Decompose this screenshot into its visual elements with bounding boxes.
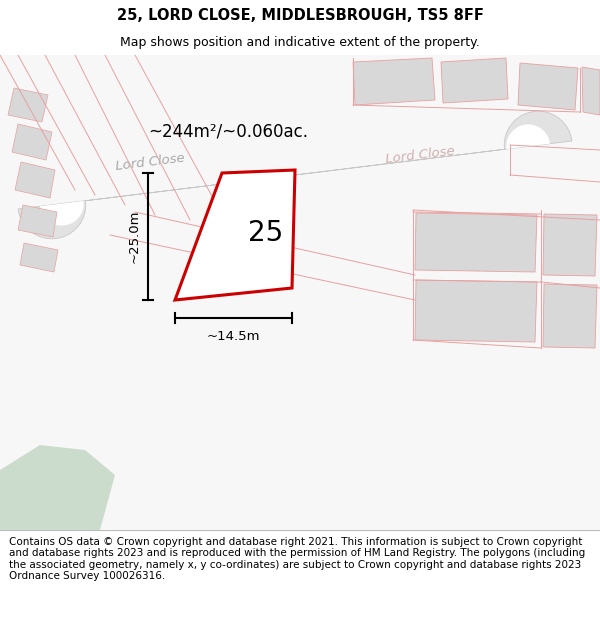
Polygon shape — [18, 111, 572, 239]
Polygon shape — [8, 88, 48, 122]
Polygon shape — [12, 124, 52, 160]
Polygon shape — [175, 170, 295, 300]
Polygon shape — [40, 124, 550, 226]
Text: Contains OS data © Crown copyright and database right 2021. This information is : Contains OS data © Crown copyright and d… — [9, 537, 585, 581]
Polygon shape — [441, 58, 508, 103]
Text: Lord Close: Lord Close — [385, 144, 455, 166]
Polygon shape — [15, 162, 55, 198]
Polygon shape — [353, 58, 435, 105]
Polygon shape — [20, 243, 58, 272]
Text: Map shows position and indicative extent of the property.: Map shows position and indicative extent… — [120, 36, 480, 49]
Text: 25, LORD CLOSE, MIDDLESBROUGH, TS5 8FF: 25, LORD CLOSE, MIDDLESBROUGH, TS5 8FF — [116, 8, 484, 23]
Polygon shape — [18, 205, 57, 237]
Text: ~244m²/~0.060ac.: ~244m²/~0.060ac. — [148, 123, 308, 141]
Polygon shape — [582, 67, 600, 115]
Polygon shape — [415, 280, 537, 342]
Polygon shape — [518, 63, 578, 110]
Text: ~14.5m: ~14.5m — [207, 330, 260, 343]
Text: ~25.0m: ~25.0m — [128, 210, 141, 263]
Text: Lord Close: Lord Close — [115, 151, 185, 173]
Polygon shape — [543, 214, 597, 276]
Polygon shape — [0, 445, 115, 530]
Polygon shape — [415, 213, 537, 272]
Polygon shape — [543, 284, 597, 348]
Text: 25: 25 — [248, 219, 284, 247]
